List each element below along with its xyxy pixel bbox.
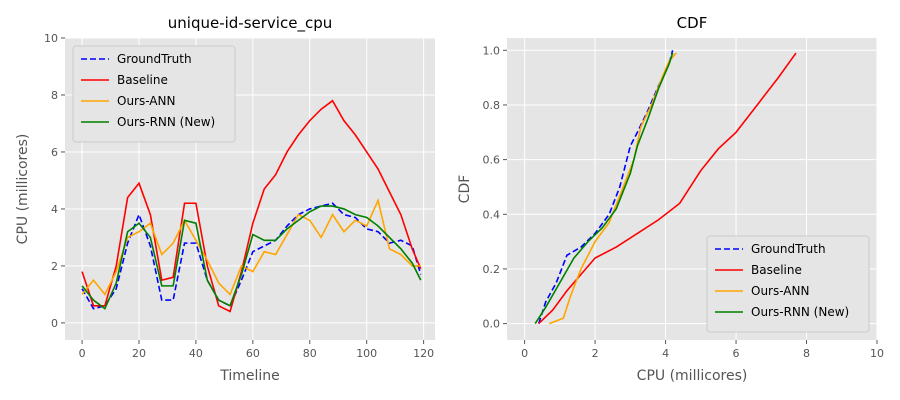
y-tick-label: 8 <box>51 89 58 102</box>
x-tick-label: 20 <box>132 347 146 360</box>
y-tick-label: 0 <box>51 317 58 330</box>
x-tick-label: 2 <box>592 347 599 360</box>
y-tick-label: 4 <box>51 203 58 216</box>
y-tick-label: 0.0 <box>483 318 501 331</box>
series-line <box>537 50 674 324</box>
x-tick-label: 40 <box>189 347 203 360</box>
x-tick-label: 100 <box>356 347 377 360</box>
chart-title: CDF <box>677 14 708 32</box>
y-tick-label: 0.8 <box>483 99 501 112</box>
y-axis-label: CPU (millicores) <box>15 134 31 245</box>
x-tick-label: 80 <box>303 347 317 360</box>
series-line <box>534 52 674 325</box>
series-line <box>81 202 422 310</box>
legend: GroundTruth Baseline Ours-ANN Ours-RNN (New… <box>72 45 236 143</box>
x-tick-label: 10 <box>870 347 884 360</box>
legend: GroundTruth Baseline Ours-ANN Ours-RNN (New… <box>706 235 870 333</box>
x-tick-label: 60 <box>246 347 260 360</box>
series-line <box>549 52 677 325</box>
chart-title: unique-id-service_cpu <box>168 14 332 33</box>
x-axis-label: CPU (millicores) <box>637 368 748 384</box>
legend-box <box>706 235 870 333</box>
legend-label: Baseline <box>751 263 802 277</box>
x-tick-label: 8 <box>803 347 810 360</box>
y-tick-label: 0.2 <box>483 263 501 276</box>
legend-label: GroundTruth <box>751 242 826 256</box>
y-tick-label: 2 <box>51 260 58 273</box>
legend-label: Ours-ANN <box>751 284 809 298</box>
y-tick-label: 10 <box>44 32 58 45</box>
x-tick-label: 4 <box>662 347 669 360</box>
x-tick-label: 120 <box>413 347 434 360</box>
y-tick-label: 0.4 <box>483 208 501 221</box>
series-line <box>538 52 797 325</box>
x-tick-label: 6 <box>733 347 740 360</box>
legend-box <box>72 45 236 143</box>
x-tick-label: 0 <box>79 347 86 360</box>
y-tick-label: 6 <box>51 146 58 159</box>
legend-label: Ours-RNN (New) <box>117 115 215 129</box>
legend-label: Ours-ANN <box>117 94 175 108</box>
series-line <box>81 197 421 296</box>
y-axis-label: CDF <box>457 175 473 204</box>
legend-label: Baseline <box>117 73 168 87</box>
x-axis-label: Timeline <box>219 368 280 384</box>
y-tick-label: 1.0 <box>483 44 501 57</box>
y-tick-label: 0.6 <box>483 154 501 167</box>
x-tick-label: 0 <box>521 347 528 360</box>
series-line <box>81 205 422 310</box>
legend-label: GroundTruth <box>117 52 192 66</box>
series-line <box>81 99 422 313</box>
legend-label: Ours-RNN (New) <box>751 305 849 319</box>
